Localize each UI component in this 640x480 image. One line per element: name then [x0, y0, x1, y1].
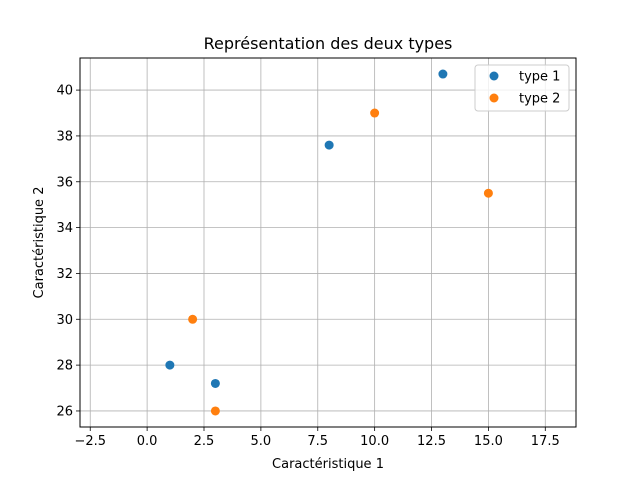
x-tick-label: 10.0 [360, 434, 389, 449]
plot-frame [79, 57, 577, 428]
x-axis-ticks: −2.5 0.0 2.5 5.0 7.5 10.0 12.5 15.0 17.5 [74, 427, 560, 449]
x-tick-label: 0.0 [137, 434, 158, 449]
scatter-point-series-2 [370, 108, 380, 118]
legend-box [474, 64, 570, 112]
y-tick-label: 40 [56, 84, 73, 99]
y-tick-label: 36 [56, 175, 73, 190]
scatter-point-series-2 [188, 314, 198, 324]
x-tick-label: −2.5 [74, 434, 106, 449]
chart-title: Représentation des deux types [204, 34, 453, 53]
scatter-point-series-1 [165, 360, 175, 370]
y-tick-label: 28 [56, 359, 73, 374]
scatter-point-series-1 [210, 378, 220, 388]
legend-marker-series-1 [489, 71, 499, 81]
x-tick-label: 7.5 [307, 434, 328, 449]
y-tick-label: 32 [56, 267, 73, 282]
legend-marker-series-2 [489, 93, 499, 103]
legend: type 1 type 2 [474, 64, 570, 112]
legend-label-series-1: type 1 [519, 70, 560, 85]
y-tick-label: 30 [56, 313, 73, 328]
x-tick-label: 12.5 [417, 434, 446, 449]
scatter-point-series-2 [210, 406, 220, 416]
y-tick-label: 26 [56, 404, 73, 419]
y-tick-label: 34 [56, 221, 73, 236]
y-axis-label: Caractéristique 2 [32, 187, 47, 299]
x-tick-label: 2.5 [194, 434, 215, 449]
x-tick-label: 5.0 [251, 434, 272, 449]
x-tick-label: 15.0 [474, 434, 503, 449]
grid [80, 58, 576, 427]
x-axis-label: Caractéristique 1 [272, 457, 384, 472]
y-axis-ticks: 26 28 30 32 34 36 38 40 [56, 84, 80, 419]
legend-label-series-2: type 2 [519, 92, 560, 107]
scatter-point-series-1 [324, 140, 334, 150]
y-tick-label: 38 [56, 129, 73, 144]
scatter-point-series-1 [438, 69, 448, 79]
scatter-point-series-2 [483, 188, 493, 198]
data-points [165, 69, 493, 416]
x-tick-label: 17.5 [531, 434, 560, 449]
